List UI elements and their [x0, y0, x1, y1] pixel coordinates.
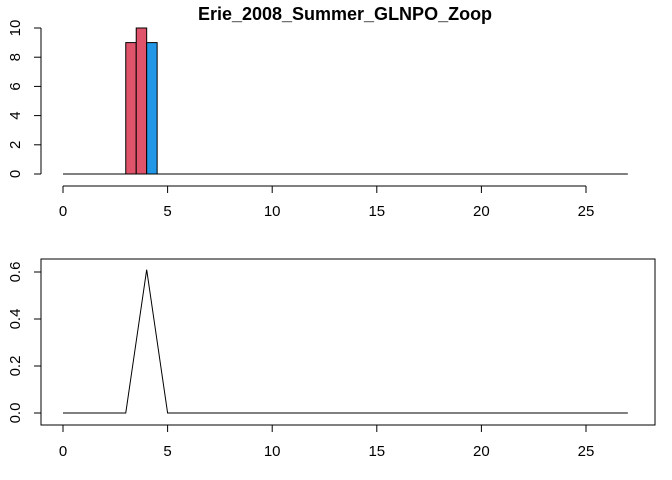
bars [125, 27, 158, 175]
y-tick-label: 6 [7, 82, 24, 90]
x-axis: 0 5 10 15 20 25 [59, 185, 595, 220]
x-tick-label: 15 [368, 443, 385, 460]
bar-2 [146, 42, 158, 175]
y-tick-label: 0.6 [7, 262, 24, 283]
x-tick-label: 15 [368, 203, 385, 220]
x-tick-label: 10 [264, 443, 281, 460]
bar-1 [135, 27, 148, 175]
y-tick-label: 0.2 [7, 356, 24, 377]
x-tick-label: 5 [163, 443, 171, 460]
density-line [63, 269, 628, 414]
x-tick-label: 25 [578, 443, 595, 460]
y-axis: 0 2 4 6 8 10 [7, 20, 42, 178]
x-tick-label: 0 [59, 203, 67, 220]
y-tick-label: 0 [7, 170, 24, 178]
y-tick-label: 2 [7, 141, 24, 149]
x-tick-label: 5 [163, 203, 171, 220]
y-axis: 0.0 0.2 0.4 0.6 [7, 262, 42, 424]
x-tick-label: 10 [264, 203, 281, 220]
series-line-0 [63, 269, 628, 414]
bar-0 [125, 42, 137, 175]
plot-box [40, 258, 656, 426]
x-tick-label: 0 [59, 443, 67, 460]
y-tick-label: 0.4 [7, 309, 24, 330]
histogram-panel: Erie_2008_Summer_GLNPO_Zoop 0 5 10 15 20 25 0… [7, 4, 628, 220]
y-tick-label: 8 [7, 53, 24, 61]
x-tick-label: 25 [578, 203, 595, 220]
density-panel: 0 5 10 15 20 25 0.0 0.2 0.4 0.6 [7, 258, 656, 460]
chart-title: Erie_2008_Summer_GLNPO_Zoop [198, 4, 492, 24]
y-tick-label: 10 [7, 20, 24, 37]
x-axis: 0 5 10 15 20 25 [59, 424, 595, 460]
x-tick-label: 20 [473, 203, 490, 220]
y-tick-label: 0.0 [7, 403, 24, 424]
x-tick-label: 20 [473, 443, 490, 460]
y-tick-label: 4 [7, 111, 24, 119]
